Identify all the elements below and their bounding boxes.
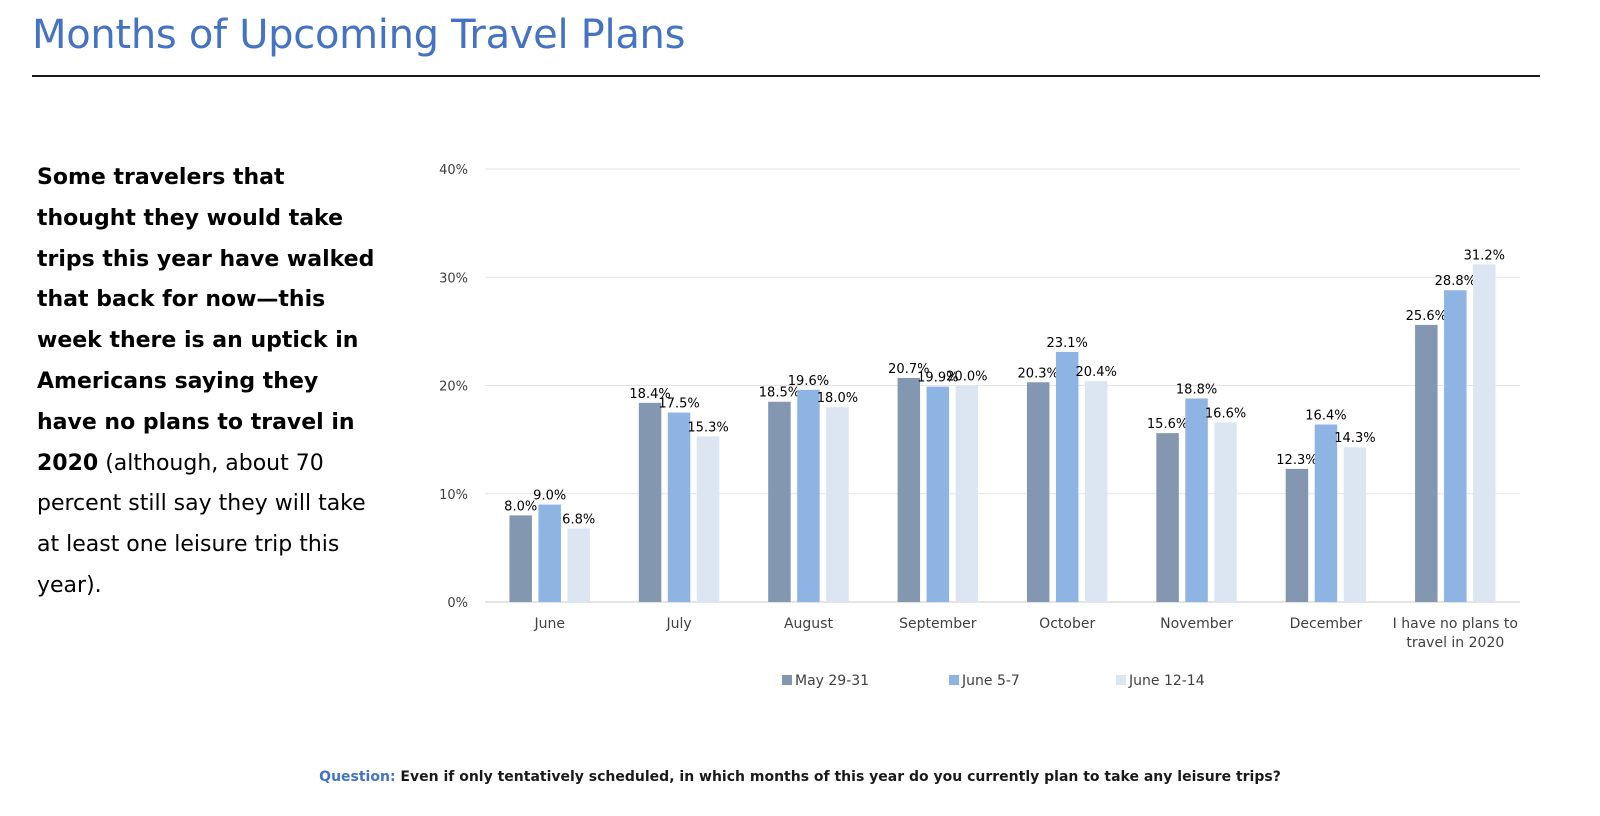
bar-chart: 0% 10% 20% 30% 40% 8.0% 18.4% 18.5% 20.7% 20.3% 15… bbox=[439, 163, 1520, 689]
question-label: Question: bbox=[319, 769, 396, 785]
data-label: 19.6% bbox=[788, 374, 829, 389]
data-label: 20.0% bbox=[946, 370, 987, 385]
bar bbox=[1343, 447, 1367, 602]
y-tick-label: 40% bbox=[439, 163, 468, 178]
data-label: 18.0% bbox=[817, 391, 858, 406]
data-label: 18.8% bbox=[1176, 382, 1217, 397]
x-tick-label: July bbox=[665, 616, 691, 632]
bar bbox=[1055, 351, 1079, 602]
bar bbox=[1314, 424, 1338, 602]
x-tick-label: December bbox=[1290, 616, 1363, 632]
data-label: 16.6% bbox=[1205, 406, 1246, 421]
data-label: 16.4% bbox=[1305, 408, 1346, 423]
data-label: 18.5% bbox=[759, 386, 800, 401]
data-label: 9.0% bbox=[533, 489, 566, 504]
data-label: 31.2% bbox=[1464, 248, 1505, 263]
x-tick-label: September bbox=[899, 616, 977, 632]
x-tick-label: travel in 2020 bbox=[1406, 635, 1504, 651]
legend-swatch bbox=[949, 675, 959, 685]
y-tick-label: 20% bbox=[439, 380, 468, 395]
data-label: 28.8% bbox=[1435, 274, 1476, 289]
bar bbox=[1214, 422, 1237, 602]
bar bbox=[538, 504, 561, 602]
data-label: 17.5% bbox=[658, 397, 699, 412]
bar bbox=[638, 402, 662, 602]
summary-text: Some travelers that thought they would t… bbox=[37, 158, 382, 607]
bar bbox=[826, 407, 849, 602]
x-tick-label: October bbox=[1039, 616, 1095, 632]
legend-label: June 5-7 bbox=[961, 673, 1020, 689]
data-label: 20.7% bbox=[888, 362, 929, 377]
bar bbox=[1156, 433, 1179, 602]
bar bbox=[926, 386, 950, 602]
bar bbox=[1026, 382, 1050, 602]
bar bbox=[797, 389, 820, 602]
bar bbox=[1084, 381, 1108, 602]
data-label: 8.0% bbox=[504, 499, 537, 514]
data-label: 20.3% bbox=[1018, 366, 1059, 381]
summary-rest: (although, about 70 percent still say th… bbox=[37, 450, 366, 598]
x-tick-label: August bbox=[784, 616, 834, 632]
title-divider bbox=[32, 75, 1540, 77]
bar bbox=[768, 401, 791, 602]
y-tick-label: 30% bbox=[439, 271, 468, 286]
bar bbox=[567, 528, 590, 602]
y-tick-label: 10% bbox=[439, 488, 468, 503]
bar bbox=[1444, 290, 1467, 602]
bar bbox=[1285, 468, 1309, 602]
x-tick-label: November bbox=[1160, 616, 1233, 632]
x-tick-label: I have no plans to bbox=[1393, 616, 1518, 632]
data-label: 18.4% bbox=[629, 387, 670, 402]
legend-swatch bbox=[1116, 675, 1126, 685]
page-title: Months of Upcoming Travel Plans bbox=[32, 12, 686, 58]
data-label: 12.3% bbox=[1276, 453, 1317, 468]
bar bbox=[667, 412, 691, 602]
survey-question: Question: Even if only tentatively sched… bbox=[0, 769, 1600, 785]
data-label: 6.8% bbox=[562, 512, 595, 527]
question-text: Even if only tentatively scheduled, in w… bbox=[395, 769, 1281, 785]
data-label: 20.4% bbox=[1076, 365, 1117, 380]
bar bbox=[897, 377, 921, 602]
x-tick-label: June bbox=[533, 616, 565, 632]
data-label: 23.1% bbox=[1047, 336, 1088, 351]
data-label: 25.6% bbox=[1406, 309, 1447, 324]
data-label: 15.3% bbox=[687, 420, 728, 435]
bar bbox=[1415, 324, 1438, 602]
legend-swatch bbox=[782, 675, 792, 685]
data-label: 14.3% bbox=[1334, 431, 1375, 446]
bar bbox=[509, 515, 532, 602]
data-label: 15.6% bbox=[1147, 417, 1188, 432]
y-tick-label: 0% bbox=[447, 596, 468, 611]
data-label: 19.9% bbox=[917, 371, 958, 386]
summary-bold: Some travelers that thought they would t… bbox=[37, 165, 375, 476]
legend-label: June 12-14 bbox=[1128, 673, 1205, 689]
legend-label: May 29-31 bbox=[795, 673, 869, 689]
bar bbox=[1473, 264, 1496, 602]
bar bbox=[1185, 398, 1208, 602]
bar bbox=[955, 385, 979, 602]
bar bbox=[696, 436, 720, 602]
